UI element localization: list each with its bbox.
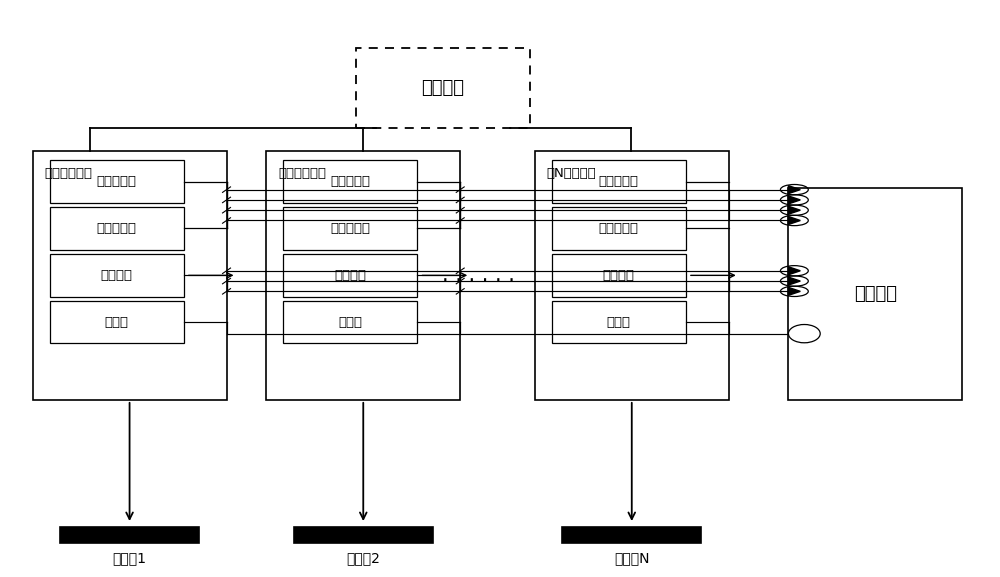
Text: 主控制器: 主控制器 (854, 285, 897, 304)
Text: 充电电源: 充电电源 (421, 80, 464, 98)
Text: 二极管: 二极管 (607, 316, 631, 329)
Bar (283, 160, 417, 203)
Bar (552, 160, 686, 203)
Text: 二极管: 二极管 (338, 316, 362, 329)
Polygon shape (788, 216, 800, 224)
Bar (788, 189, 962, 400)
Text: 电流传感器: 电流传感器 (97, 222, 137, 235)
Bar (283, 254, 417, 297)
Polygon shape (788, 287, 800, 295)
Bar (294, 527, 433, 543)
Bar (552, 254, 686, 297)
Text: 电压传感器: 电压传感器 (599, 175, 639, 188)
Text: 电流传感器: 电流传感器 (330, 222, 370, 235)
Text: 充电轨2: 充电轨2 (346, 552, 380, 565)
Text: 开关单元: 开关单元 (101, 269, 133, 282)
Text: 开关单元: 开关单元 (334, 269, 366, 282)
Bar (266, 151, 460, 400)
Bar (283, 207, 417, 250)
Text: 第一充电支路: 第一充电支路 (45, 167, 93, 181)
Polygon shape (788, 206, 800, 214)
Bar (50, 301, 184, 343)
Text: 二极管: 二极管 (105, 316, 129, 329)
Bar (50, 160, 184, 203)
Text: 充电轨1: 充电轨1 (113, 552, 147, 565)
Text: 充电轨N: 充电轨N (614, 552, 650, 565)
Bar (283, 301, 417, 343)
Bar (50, 207, 184, 250)
Text: 第二充电支路: 第二充电支路 (278, 167, 326, 181)
Polygon shape (788, 196, 800, 204)
Bar (535, 151, 729, 400)
Text: 电压传感器: 电压传感器 (97, 175, 137, 188)
Text: 电压传感器: 电压传感器 (330, 175, 370, 188)
Bar (562, 527, 701, 543)
Text: 开关单元: 开关单元 (603, 269, 635, 282)
Text: 第N充电支路: 第N充电支路 (547, 167, 596, 181)
Bar (356, 48, 530, 129)
Bar (552, 207, 686, 250)
Bar (552, 301, 686, 343)
Text: 电流传感器: 电流传感器 (599, 222, 639, 235)
Bar (33, 151, 227, 400)
Polygon shape (788, 186, 800, 194)
Text: · · · · · ·: · · · · · · (442, 271, 515, 291)
Polygon shape (788, 267, 800, 275)
Polygon shape (788, 277, 800, 285)
Bar (50, 254, 184, 297)
Bar (60, 527, 199, 543)
